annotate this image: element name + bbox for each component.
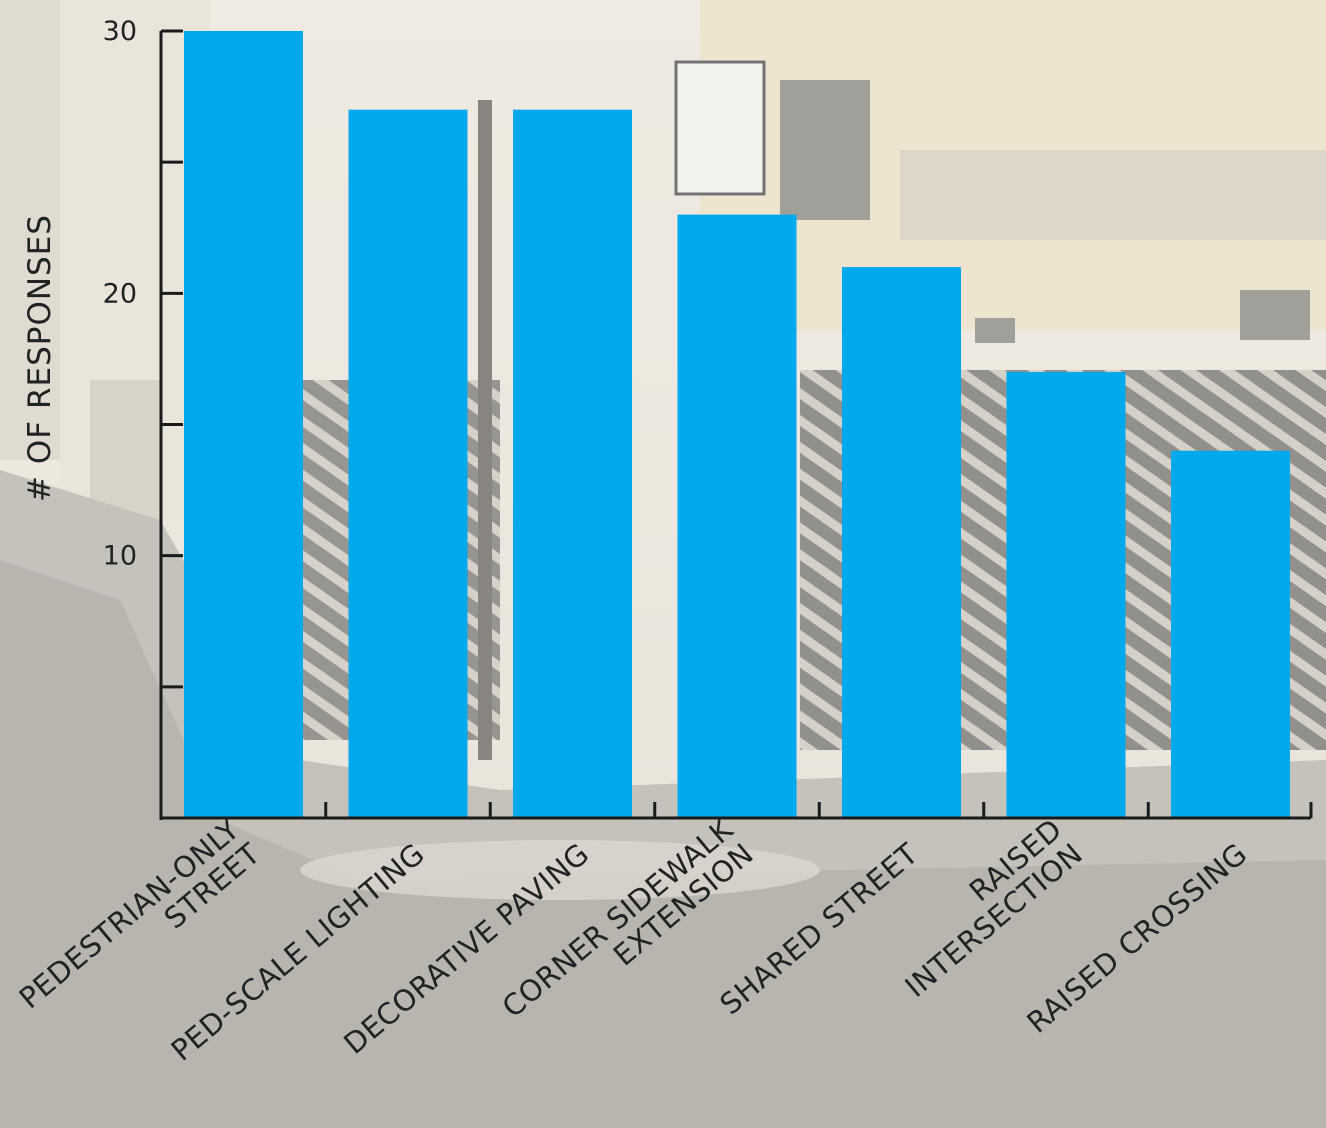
bar-6 [1006, 372, 1126, 818]
bar-3 [513, 109, 632, 818]
x-axis [159, 802, 1313, 820]
bar-1 [184, 31, 303, 818]
bar-5 [842, 267, 961, 819]
y-tick-label-10: 10 [103, 541, 137, 572]
y-tick-label-20: 20 [103, 278, 137, 309]
y-tick-label-30: 30 [103, 16, 137, 47]
bar-7 [1171, 450, 1290, 818]
bar-2 [348, 109, 468, 818]
bar-4 [677, 214, 797, 819]
x-category-label-line: CORNER SIDEWALK [496, 812, 740, 1025]
x-category-label-line: PEDESTRIAN-ONLY [13, 812, 246, 1016]
bar-series [184, 31, 1290, 819]
y-axis-title: # OF RESPONSES [22, 214, 58, 502]
y-axis: 10 20 30 [103, 16, 183, 820]
